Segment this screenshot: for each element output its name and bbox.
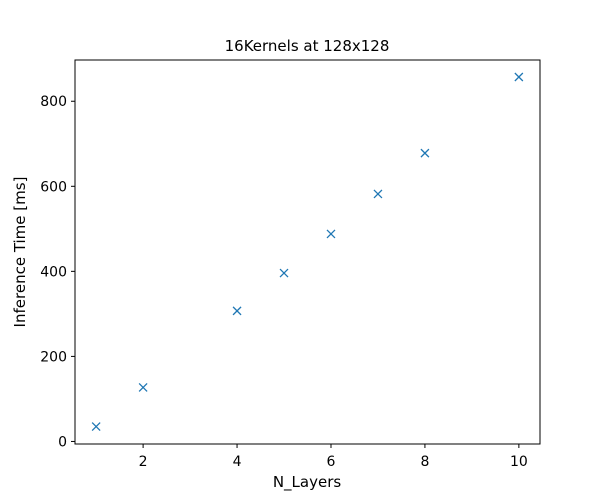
data-point: [232, 306, 242, 316]
data-points: [91, 72, 524, 432]
plot-frame: [74, 59, 541, 445]
x-axis-label: N_Layers: [273, 473, 342, 492]
y-tick-label: 600: [40, 179, 67, 195]
data-point: [91, 422, 101, 432]
x-tick-label: 2: [139, 454, 148, 470]
y-tick-label: 800: [40, 94, 67, 110]
axes: 2 4 6 8 10 0 200 400 600 800: [40, 94, 528, 470]
y-tick-label: 400: [40, 264, 67, 280]
x-tick-label: 6: [327, 454, 336, 470]
x-tick-label: 10: [510, 454, 528, 470]
data-point: [373, 189, 383, 199]
y-tick-label: 0: [58, 434, 67, 450]
x-tick-label: 4: [233, 454, 242, 470]
data-point: [279, 268, 289, 278]
chart-title: 16Kernels at 128x128: [225, 37, 390, 55]
data-point: [138, 382, 148, 392]
y-axis-label: Inference Time [ms]: [11, 177, 29, 328]
x-tick-label: 8: [420, 454, 429, 470]
data-point: [514, 72, 524, 82]
y-tick-label: 200: [40, 349, 67, 365]
data-point: [326, 229, 336, 239]
data-point: [420, 148, 430, 158]
